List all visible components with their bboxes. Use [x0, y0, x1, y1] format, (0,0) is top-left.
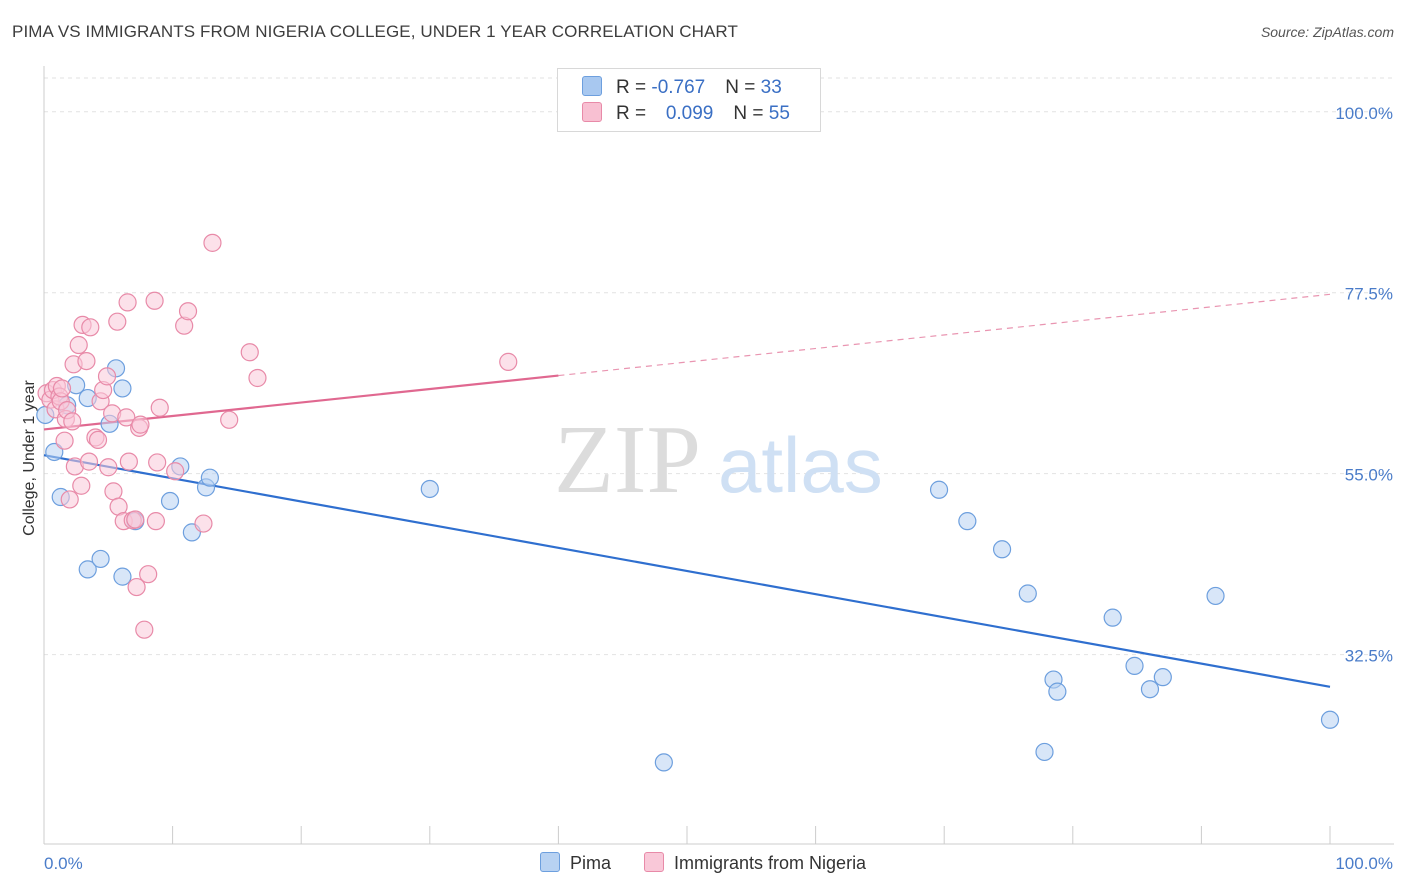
point-nigeria — [499, 352, 518, 371]
series-legend-nigeria[interactable]: Immigrants from Nigeria — [644, 852, 866, 874]
point-nigeria — [63, 412, 82, 431]
point-pima — [113, 567, 132, 586]
point-nigeria — [135, 620, 154, 639]
point-pima — [1103, 608, 1122, 627]
trend-line-pima — [43, 454, 1331, 688]
point-nigeria — [117, 408, 136, 427]
data-points — [36, 233, 1340, 772]
point-pima — [45, 442, 64, 462]
point-pima — [1048, 682, 1067, 701]
axes — [43, 66, 1394, 845]
x-tick-label: 100.0% — [1335, 854, 1393, 873]
point-pima — [929, 480, 949, 499]
legend-row-pima: R = -0.767 N = 33 — [582, 76, 782, 100]
point-nigeria — [203, 233, 222, 252]
point-nigeria — [248, 368, 267, 388]
point-nigeria — [81, 318, 100, 337]
point-nigeria — [240, 343, 259, 362]
y-tick-label: 100.0% — [1335, 104, 1393, 123]
y-tick-label: 32.5% — [1345, 647, 1393, 666]
point-pima — [654, 753, 673, 772]
point-nigeria — [60, 490, 79, 509]
point-nigeria — [220, 410, 239, 429]
point-pima — [1206, 586, 1225, 606]
point-nigeria — [194, 514, 213, 533]
watermark-zip: ZIP — [554, 406, 701, 514]
point-pima — [91, 549, 110, 569]
point-nigeria — [97, 367, 117, 386]
point-pima — [1035, 742, 1054, 762]
legend-r-label: R = — [616, 103, 652, 124]
point-nigeria — [127, 577, 146, 597]
point-nigeria — [178, 302, 198, 321]
point-pima — [78, 560, 97, 579]
chart-title: PIMA VS IMMIGRANTS FROM NIGERIA COLLEGE,… — [12, 22, 738, 41]
point-nigeria — [52, 379, 72, 398]
y-tick-label: 55.0% — [1345, 466, 1393, 485]
legend-r-value: -0.767 — [651, 77, 706, 98]
correlation-legend: R = -0.767 N = 33 R = 0.099 N = 55 — [557, 68, 821, 132]
y-axis-title: College, Under 1 year — [21, 380, 38, 536]
point-pima — [200, 468, 219, 487]
legend-n-value: 55 — [768, 103, 790, 124]
point-nigeria — [150, 398, 169, 417]
point-pima — [1320, 710, 1340, 729]
legend-n-value: 33 — [760, 77, 782, 98]
legend-swatch-pima — [582, 76, 602, 96]
point-pima — [1153, 668, 1172, 687]
point-pima — [113, 379, 132, 398]
series-legend: Pima Immigrants from Nigeria — [540, 852, 894, 874]
point-pima — [1018, 584, 1037, 603]
legend-n-label: N = — [733, 103, 769, 124]
series-label-pima: Pima — [570, 853, 612, 873]
point-nigeria — [118, 293, 137, 312]
point-pima — [992, 540, 1012, 559]
point-pima — [1125, 656, 1144, 675]
point-nigeria — [88, 430, 108, 450]
point-nigeria — [55, 431, 74, 450]
point-pima — [160, 491, 180, 511]
series-legend-pima[interactable]: Pima — [540, 852, 611, 874]
point-nigeria — [131, 415, 150, 434]
trend-line-nigeria-extension — [558, 293, 1331, 377]
legend-row-nigeria: R = 0.099 N = 55 — [582, 102, 790, 126]
point-nigeria — [69, 335, 88, 355]
point-nigeria — [148, 453, 167, 472]
legend-r-value: 0.099 — [665, 103, 714, 124]
x-tick-label: 0.0% — [44, 854, 83, 873]
y-tick-label: 77.5% — [1345, 285, 1393, 304]
point-nigeria — [72, 476, 91, 495]
legend-r-label: R = — [616, 77, 652, 98]
point-nigeria — [104, 482, 123, 501]
source-note: Source: ZipAtlas.com — [1260, 24, 1394, 40]
point-nigeria — [119, 452, 138, 471]
watermark-atlas: atlas — [718, 421, 883, 509]
point-nigeria — [77, 351, 96, 371]
legend-n-label: N = — [725, 77, 761, 98]
point-nigeria — [126, 510, 145, 529]
series-swatch-pima — [540, 852, 560, 872]
point-nigeria — [146, 512, 165, 531]
point-nigeria — [166, 462, 185, 481]
series-label-nigeria: Immigrants from Nigeria — [674, 853, 867, 873]
grid-lines — [44, 77, 1394, 656]
point-pima — [958, 512, 977, 531]
series-swatch-nigeria — [644, 852, 665, 872]
point-pima — [420, 479, 439, 499]
point-pima — [1140, 680, 1160, 699]
watermark: ZIP atlas — [554, 406, 883, 514]
point-nigeria — [99, 458, 118, 477]
point-nigeria — [108, 312, 127, 331]
tick-labels: 100.0% 77.5% 55.0% 32.5% 0.0% 100.0% — [44, 104, 1393, 873]
point-nigeria — [139, 565, 158, 584]
legend-swatch-nigeria — [582, 102, 602, 122]
point-nigeria — [145, 291, 164, 310]
point-nigeria — [79, 452, 99, 471]
